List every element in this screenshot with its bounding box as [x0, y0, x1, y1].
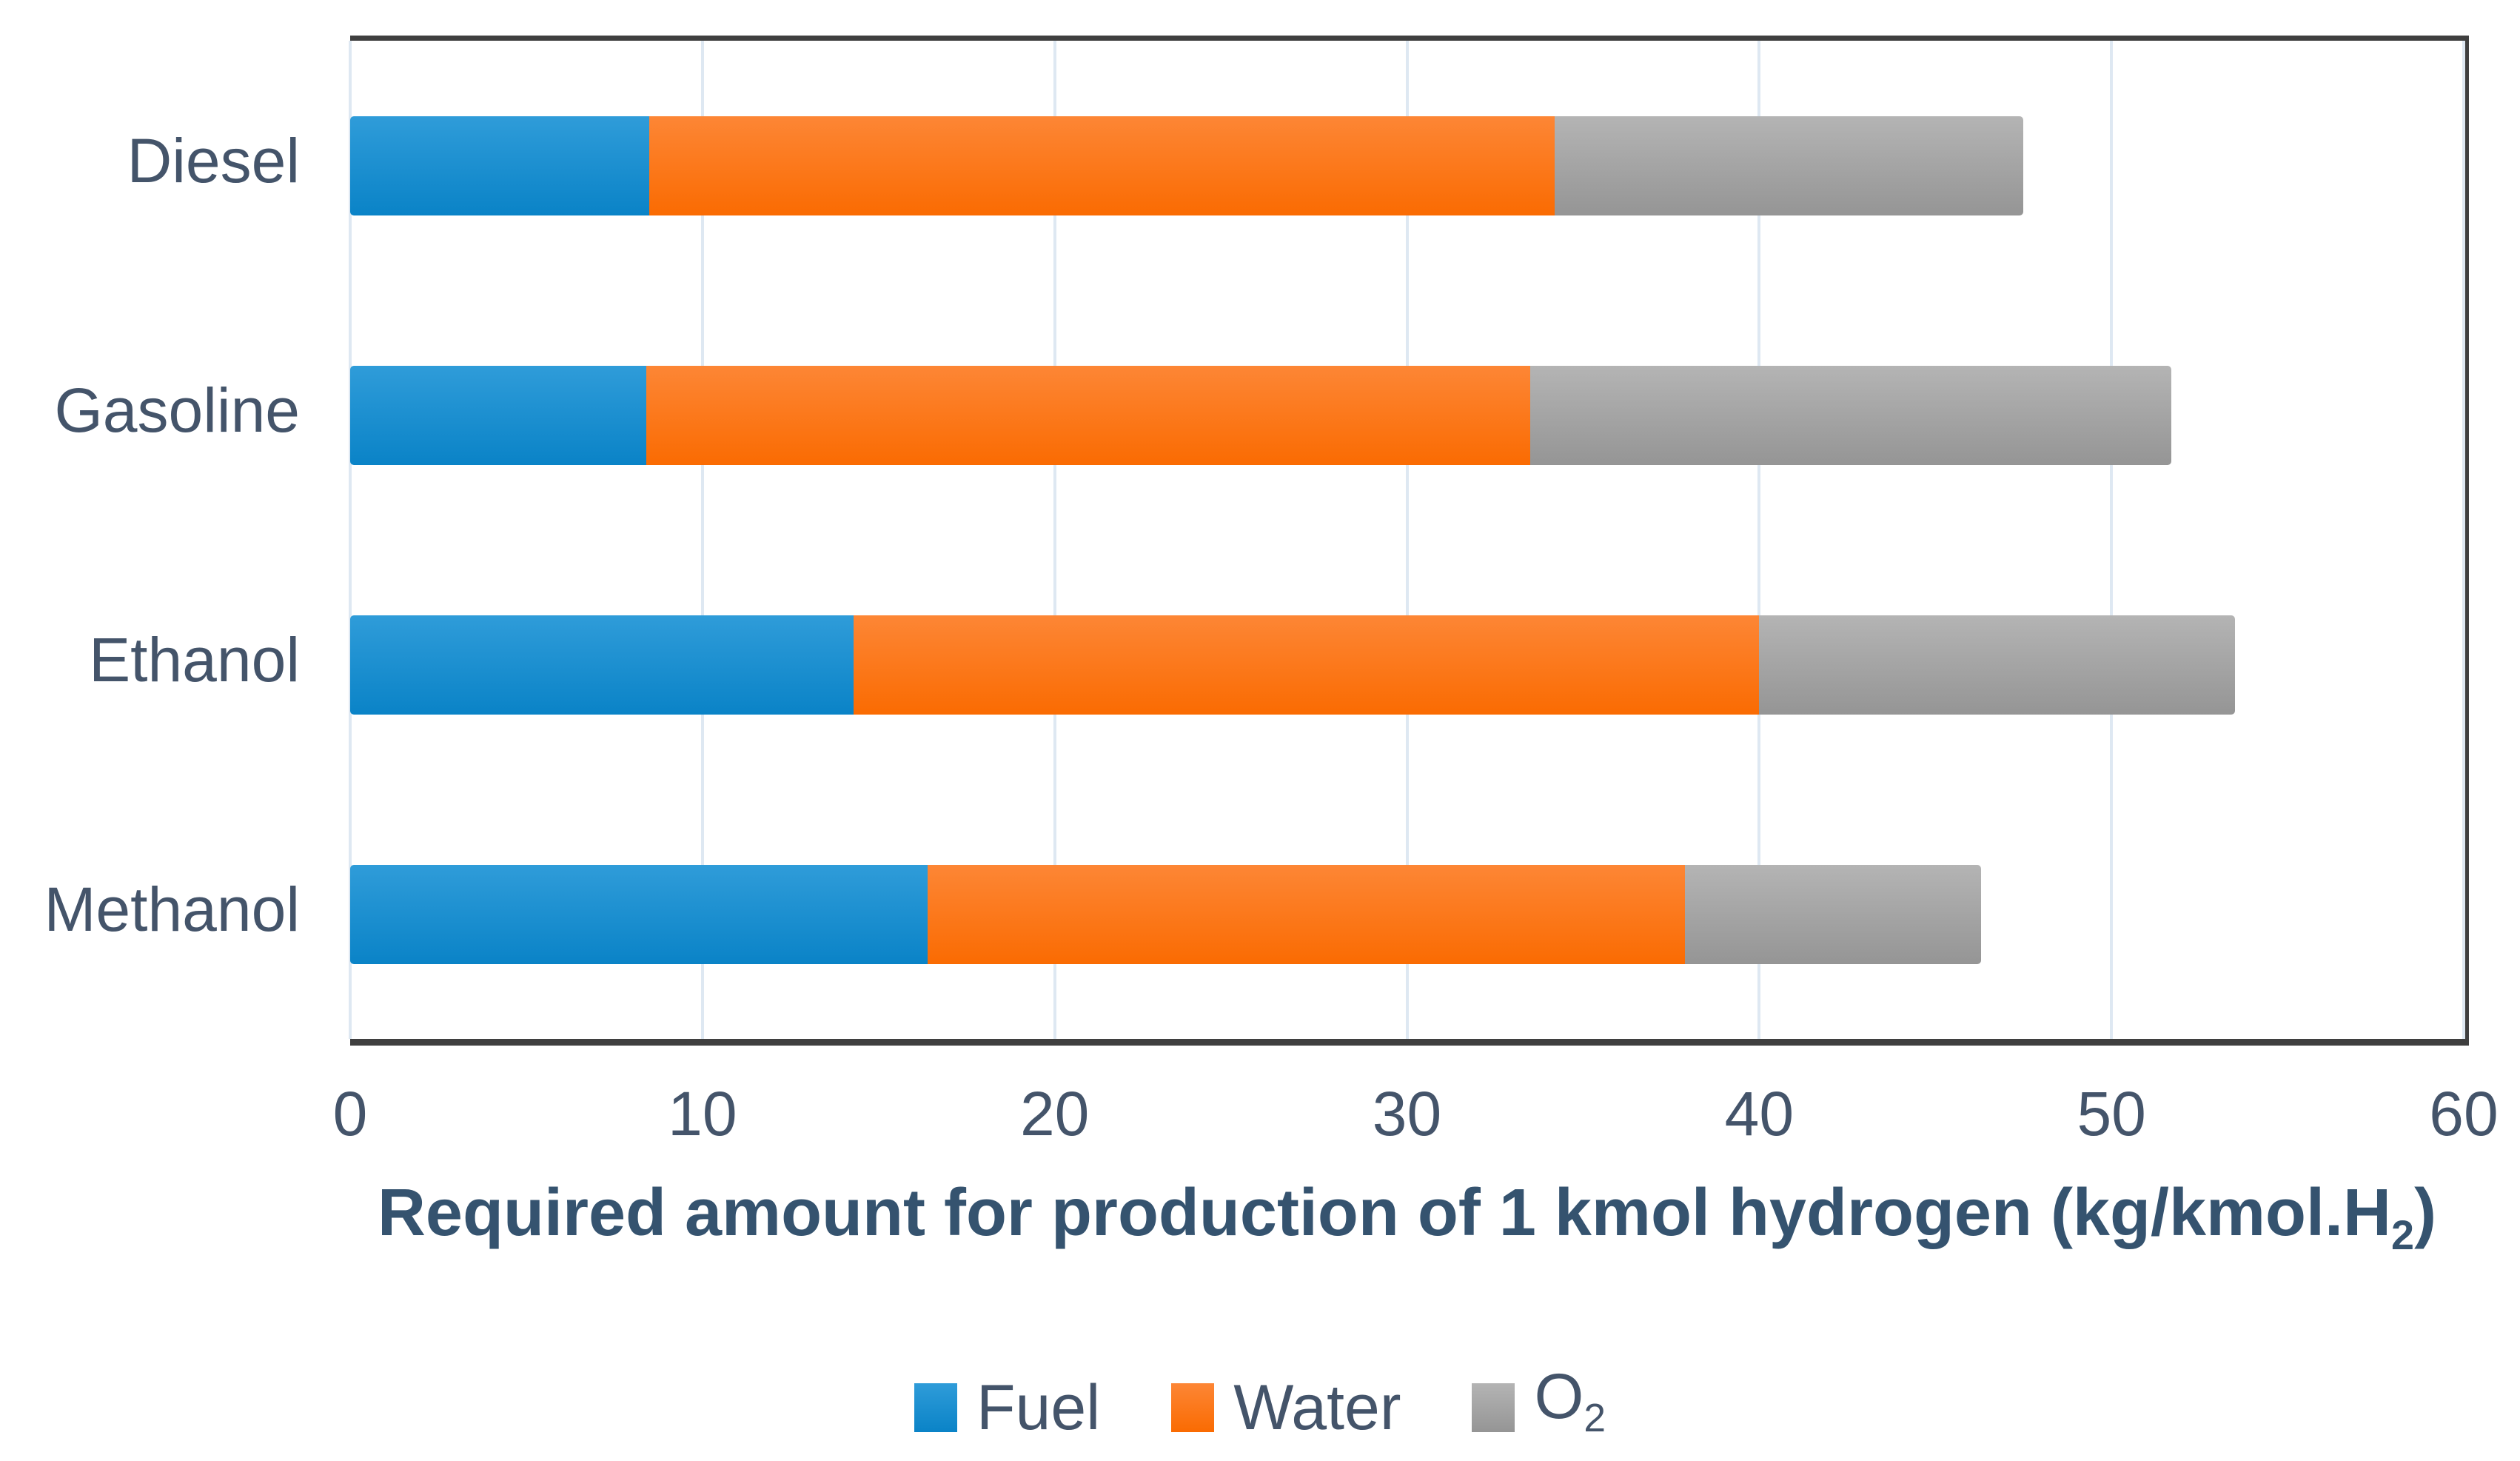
bar-segment-diesel-water — [649, 116, 1555, 215]
plot-area — [349, 36, 2469, 1046]
gridline-x-40 — [1757, 41, 1761, 1039]
legend-label-fuel: Fuel — [976, 1372, 1101, 1444]
axis-title-subscript: 2 — [2391, 1211, 2415, 1258]
category-label-gasoline: Gasoline — [54, 375, 300, 445]
bar-segment-diesel-o2 — [1555, 116, 2024, 215]
x-tick-label-60: 60 — [2429, 1079, 2499, 1149]
bar-segment-ethanol-o2 — [1759, 615, 2235, 715]
bar-row-ethanol — [350, 615, 2235, 715]
gridline-x-50 — [2110, 41, 2114, 1039]
legend-swatch-water-icon — [1171, 1383, 1215, 1433]
bar-row-gasoline — [350, 366, 2172, 465]
gridline-x-0 — [349, 41, 352, 1039]
legend-swatch-o2-icon — [1472, 1383, 1515, 1433]
category-label-ethanol: Ethanol — [89, 625, 300, 695]
bar-segment-methanol-water — [928, 865, 1686, 964]
x-tick-label-10: 10 — [668, 1079, 737, 1149]
bar-segment-ethanol-fuel — [350, 615, 854, 715]
legend-label-o2: O2 — [1534, 1361, 1606, 1441]
x-tick-label-0: 0 — [332, 1079, 368, 1149]
category-label-methanol: Methanol — [44, 875, 300, 944]
legend-item-fuel: Fuel — [914, 1372, 1100, 1443]
legend-label-water: Water — [1233, 1372, 1401, 1444]
x-tick-label-50: 50 — [2077, 1079, 2146, 1149]
bar-segment-ethanol-water — [854, 615, 1760, 715]
gridline-x-20 — [1053, 41, 1056, 1039]
bar-row-methanol — [350, 865, 1982, 964]
bar-row-diesel — [350, 116, 2024, 215]
x-tick-label-30: 30 — [1372, 1079, 1442, 1149]
bar-segment-methanol-o2 — [1685, 865, 1982, 964]
category-label-diesel: Diesel — [127, 126, 300, 195]
legend-swatch-fuel-icon — [914, 1383, 957, 1433]
bar-segment-gasoline-water — [646, 366, 1531, 465]
x-tick-label-40: 40 — [1724, 1079, 1795, 1149]
bar-segment-gasoline-o2 — [1530, 366, 2172, 465]
gridline-x-30 — [1405, 41, 1409, 1039]
bar-segment-methanol-fuel — [350, 865, 928, 964]
bar-segment-gasoline-fuel — [350, 366, 646, 465]
gridline-x-10 — [700, 41, 704, 1039]
legend-item-o2: O2 — [1472, 1361, 1606, 1454]
x-axis-title: Required amount for production of 1 kmol… — [377, 1176, 2437, 1258]
gridline-x-60 — [2462, 41, 2465, 1039]
chart-legend: Fuel Water O2 — [0, 1361, 2520, 1454]
x-tick-label-20: 20 — [1019, 1079, 1090, 1149]
legend-item-water: Water — [1171, 1372, 1401, 1443]
bar-segment-diesel-fuel — [350, 116, 650, 215]
